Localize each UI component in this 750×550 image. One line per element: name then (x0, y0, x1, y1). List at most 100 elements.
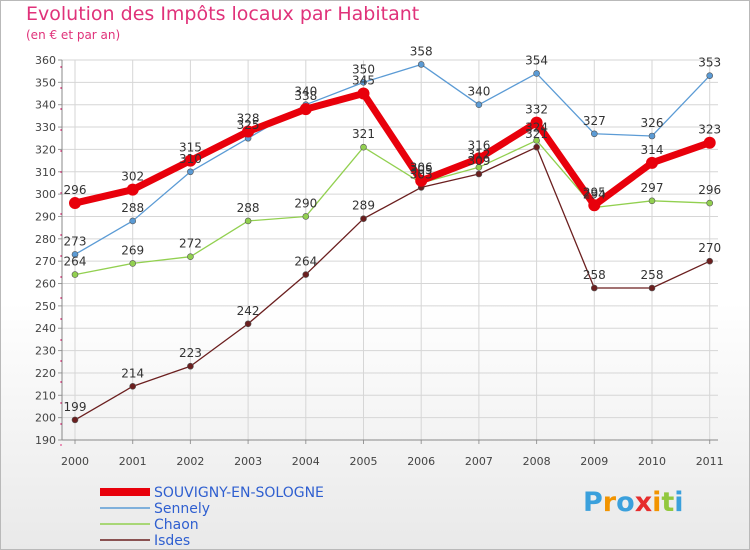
data-point (187, 253, 194, 261)
data-label: 345 (352, 74, 375, 88)
data-label: 327 (583, 114, 606, 128)
data-label: 258 (583, 268, 606, 282)
data-label: 314 (641, 143, 664, 157)
x-tick-label: 2002 (176, 455, 204, 468)
chart-subtitle: (en € et par an) (26, 28, 121, 42)
logo-letter: i (652, 487, 662, 518)
x-tick-label: 2008 (523, 455, 551, 468)
data-point (71, 271, 79, 278)
data-label: 290 (294, 196, 317, 210)
chart-title: Evolution des Impôts locaux par Habitant (26, 3, 420, 25)
data-point (648, 284, 656, 292)
data-label: 199 (64, 400, 87, 414)
data-label: 324 (525, 120, 548, 134)
logo-letter: o (616, 487, 635, 518)
data-point (244, 217, 252, 225)
x-tick-label: 2007 (465, 455, 493, 468)
data-label: 316 (467, 138, 490, 152)
y-tick-label: 280 (35, 233, 56, 246)
series-line-isdes (74, 146, 711, 421)
data-label: 296 (698, 183, 721, 197)
logo-letter: i (674, 487, 684, 518)
data-point (590, 284, 598, 292)
data-label: 312 (467, 147, 490, 161)
data-point (187, 362, 194, 370)
proxiti-logo: Proxiti (583, 487, 684, 518)
data-point (472, 152, 485, 165)
x-tick-label: 2005 (350, 455, 378, 468)
data-label: 303 (410, 167, 433, 181)
series-line-sennely (74, 63, 711, 256)
data-point (417, 61, 425, 68)
series-line-chaon (74, 139, 711, 276)
data-label: 321 (352, 127, 375, 141)
data-label: 326 (641, 116, 664, 130)
data-point (184, 154, 197, 167)
data-label: 264 (294, 255, 317, 269)
y-tick-label: 290 (35, 210, 56, 223)
data-point (129, 383, 136, 390)
data-label: 354 (525, 53, 548, 67)
data-point (648, 197, 656, 205)
data-point (360, 215, 367, 223)
data-point (71, 251, 79, 258)
y-tick-label: 230 (35, 345, 56, 358)
data-point (415, 174, 428, 187)
data-point (187, 168, 194, 176)
data-point (533, 143, 540, 151)
y-tick-label: 330 (35, 121, 56, 134)
data-label: 264 (64, 255, 87, 269)
data-point (588, 199, 601, 212)
data-point (357, 87, 370, 100)
data-point (242, 125, 255, 138)
data-point (360, 79, 367, 86)
data-point (590, 130, 598, 138)
x-tick-label: 2011 (696, 455, 724, 468)
data-point (244, 320, 252, 328)
y-tick-label: 240 (35, 322, 56, 335)
data-point (71, 416, 79, 424)
data-point (646, 156, 658, 169)
data-point (129, 260, 136, 267)
data-label: 309 (467, 154, 490, 168)
data-point (706, 72, 714, 79)
data-label: 338 (294, 89, 317, 103)
x-tick-label: 2010 (638, 455, 666, 468)
data-label: 272 (179, 237, 202, 251)
data-label: 358 (410, 44, 433, 58)
data-point (706, 199, 714, 207)
data-label: 288 (237, 201, 260, 215)
y-tick-label: 300 (35, 188, 56, 201)
data-point (69, 197, 81, 210)
data-label: 273 (64, 234, 87, 248)
y-tick-label: 220 (35, 367, 56, 380)
data-label: 340 (294, 85, 317, 99)
y-tick-label: 320 (35, 143, 56, 156)
y-tick-label: 190 (35, 434, 56, 447)
data-label: 269 (121, 243, 144, 257)
x-tick-label: 2000 (61, 455, 89, 468)
data-label: 295 (583, 185, 606, 199)
data-label: 325 (237, 118, 260, 132)
data-label: 294 (583, 188, 606, 202)
legend-label: SOUVIGNY-EN-SOLOGNE (154, 485, 324, 501)
legend-label: Isdes (154, 533, 190, 549)
data-point (533, 70, 540, 77)
data-label: 289 (352, 199, 375, 213)
data-point (533, 137, 540, 144)
logo-letter: x (634, 487, 653, 518)
data-label: 223 (179, 346, 202, 360)
data-label: 270 (698, 241, 721, 255)
data-label: 310 (179, 152, 202, 166)
data-point (475, 101, 483, 109)
y-tick-label: 260 (35, 278, 56, 291)
data-point (126, 183, 139, 196)
logo-letter: r (602, 487, 617, 518)
x-tick-label: 2003 (234, 455, 262, 468)
data-point (302, 271, 310, 278)
data-label: 315 (179, 141, 202, 155)
data-label: 332 (525, 103, 548, 117)
data-label: 296 (64, 183, 87, 197)
